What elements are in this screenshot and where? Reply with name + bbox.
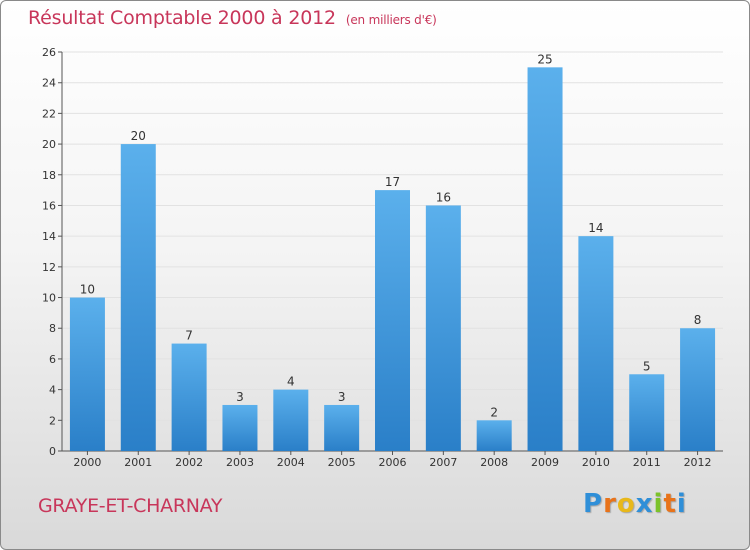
y-tick-label: 26 bbox=[42, 46, 56, 59]
x-tick-label: 2003 bbox=[226, 456, 254, 469]
chart-title-unit: (en milliers d'€) bbox=[345, 13, 437, 27]
bar bbox=[324, 404, 360, 451]
y-tick-label: 6 bbox=[49, 353, 56, 366]
bar bbox=[629, 374, 665, 451]
y-tick-label: 10 bbox=[42, 292, 56, 305]
x-tick-label: 2001 bbox=[124, 456, 152, 469]
y-tick-label: 4 bbox=[49, 384, 56, 397]
data-label: 16 bbox=[436, 190, 451, 204]
x-tick-label: 2002 bbox=[175, 456, 203, 469]
data-label: 3 bbox=[236, 390, 244, 404]
y-tick-label: 12 bbox=[42, 261, 56, 274]
bar bbox=[375, 190, 410, 451]
bar bbox=[69, 297, 105, 451]
y-tick-label: 8 bbox=[49, 322, 56, 335]
bars bbox=[69, 67, 716, 452]
bar bbox=[273, 389, 309, 451]
bar bbox=[680, 328, 716, 451]
logo-letter: r bbox=[603, 489, 617, 519]
x-tick-label: 2005 bbox=[328, 456, 356, 469]
y-tick-label: 24 bbox=[42, 77, 56, 90]
chart-title: Résultat Comptable 2000 à 2012 (en millie… bbox=[28, 7, 437, 29]
data-label: 10 bbox=[80, 283, 95, 297]
bar bbox=[476, 420, 512, 451]
bar bbox=[527, 67, 563, 451]
x-tick-label: 2000 bbox=[73, 456, 101, 469]
y-tick-label: 2 bbox=[49, 414, 56, 427]
x-tick-label: 2004 bbox=[277, 456, 305, 469]
data-label: 4 bbox=[287, 375, 295, 389]
bar bbox=[425, 205, 461, 451]
logo-letter: P bbox=[583, 489, 604, 519]
y-tick-label: 18 bbox=[42, 169, 56, 182]
bar bbox=[171, 343, 207, 451]
x-tick-label: 2007 bbox=[429, 456, 457, 469]
data-label: 25 bbox=[537, 52, 552, 66]
logo-letter: x bbox=[635, 489, 654, 519]
data-label: 2 bbox=[490, 405, 498, 419]
y-tick-label: 16 bbox=[42, 199, 56, 212]
data-label: 5 bbox=[643, 359, 651, 373]
bar bbox=[222, 404, 258, 451]
logo-letter: i bbox=[653, 489, 664, 519]
y-tick-label: 14 bbox=[42, 230, 56, 243]
x-tick-label: 2008 bbox=[480, 456, 508, 469]
x-tick-label: 2011 bbox=[633, 456, 661, 469]
y-tick-label: 0 bbox=[49, 445, 56, 458]
chart-title-text: Résultat Comptable 2000 à 2012 bbox=[28, 7, 336, 29]
logo-letter: i bbox=[676, 489, 687, 519]
y-tick-label: 22 bbox=[42, 107, 56, 120]
bar bbox=[120, 144, 156, 452]
data-label: 8 bbox=[694, 313, 702, 327]
data-label: 20 bbox=[131, 129, 146, 143]
commune-name: GRAYE-ET-CHARNAY bbox=[38, 495, 223, 517]
data-labels: 10 20 7 3 4 3 17 16 2 25 14 5 8 bbox=[80, 52, 702, 419]
data-label: 17 bbox=[385, 175, 400, 189]
logo-letter: t bbox=[663, 489, 677, 519]
x-tick-label: 2012 bbox=[684, 456, 712, 469]
x-tick-label: 2009 bbox=[531, 456, 559, 469]
data-label: 7 bbox=[185, 329, 193, 343]
data-label: 3 bbox=[338, 390, 346, 404]
proxiti-logo: Proxiti bbox=[583, 489, 687, 519]
logo-letter: o bbox=[616, 489, 636, 519]
x-tick-label: 2006 bbox=[379, 456, 407, 469]
data-label: 14 bbox=[588, 221, 603, 235]
bar bbox=[578, 236, 614, 451]
y-tick-label: 20 bbox=[42, 138, 56, 151]
x-tick-label: 2010 bbox=[582, 456, 610, 469]
